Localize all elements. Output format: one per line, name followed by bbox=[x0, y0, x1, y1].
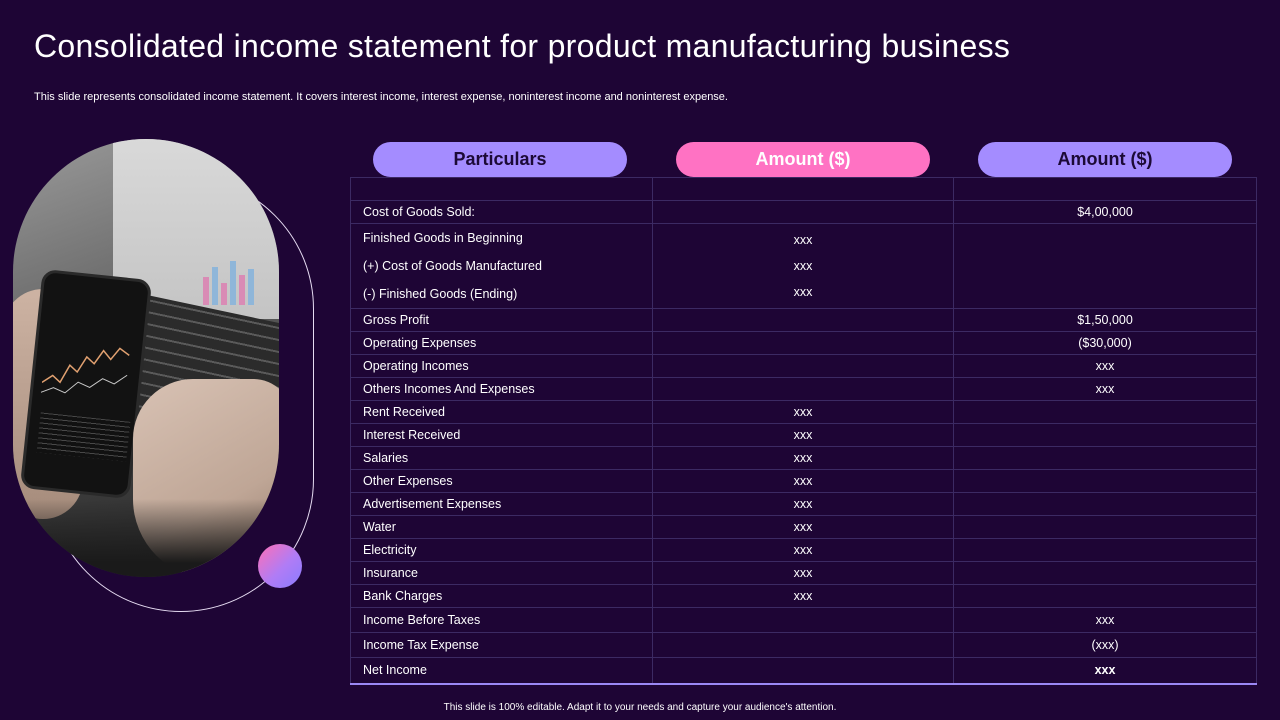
table-cell-label: (+) Cost of Goods Manufactured bbox=[363, 259, 542, 273]
photo-phone-stock-chart bbox=[13, 139, 279, 577]
table-cell-amount1-group: xxx xxx xxx bbox=[652, 223, 954, 309]
table-cell-amount1: xxx bbox=[652, 584, 954, 608]
table-cell-label: Finished Goods in Beginning bbox=[363, 231, 523, 245]
table-cell-amount2: $4,00,000 bbox=[953, 200, 1257, 224]
phone-news-text bbox=[36, 412, 131, 462]
table-cell-amount2-group bbox=[953, 223, 1257, 309]
table-row: Rent Received xxx bbox=[350, 400, 1257, 424]
table-cell-label: Bank Charges bbox=[350, 584, 653, 608]
table-row: Operating Incomes xxx bbox=[350, 354, 1257, 378]
table-cell-amount2: (xxx) bbox=[953, 632, 1257, 658]
table-cell-amount1 bbox=[652, 354, 954, 378]
table-cell-amount2 bbox=[953, 423, 1257, 447]
income-statement-table: Cost of Goods Sold: $4,00,000 Finished G… bbox=[350, 177, 1257, 685]
table-cell-amount2: xxx bbox=[953, 607, 1257, 633]
laptop-screen-chart-icon bbox=[203, 261, 254, 305]
table-cell-label: Rent Received bbox=[350, 400, 653, 424]
table-cell-amount2: xxx bbox=[953, 377, 1257, 401]
table-cell-amount2: xxx bbox=[953, 354, 1257, 378]
table-cell-amount1: xxx bbox=[652, 446, 954, 470]
slide-footer: This slide is 100% editable. Adapt it to… bbox=[443, 702, 837, 713]
table-cell-amount2 bbox=[953, 515, 1257, 539]
table-cell-amount1 bbox=[652, 200, 954, 224]
table-row: Water xxx bbox=[350, 515, 1257, 539]
table-cell-amount1: xxx bbox=[652, 492, 954, 516]
table-cell-amount1 bbox=[652, 308, 954, 332]
table-cell-amount1 bbox=[652, 377, 954, 401]
table-cell-label: Insurance bbox=[350, 561, 653, 585]
table-row: Income Tax Expense (xxx) bbox=[350, 632, 1257, 658]
smartphone bbox=[19, 268, 153, 500]
slide-title: Consolidated income statement for produc… bbox=[34, 28, 1011, 64]
table-cell-label: Interest Received bbox=[350, 423, 653, 447]
table-cell-amount1: xxx bbox=[652, 561, 954, 585]
table-cell-amount1: xxx bbox=[652, 515, 954, 539]
header-amount-1: Amount ($) bbox=[676, 142, 930, 177]
table-cell-amount2 bbox=[953, 469, 1257, 493]
table-cell-label: Operating Expenses bbox=[350, 331, 653, 355]
table-cell-label: Net Income bbox=[350, 657, 653, 685]
table-row: Operating Expenses ($30,000) bbox=[350, 331, 1257, 355]
table-cell-amount1: xxx bbox=[652, 423, 954, 447]
table-cell-label: Water bbox=[350, 515, 653, 539]
photo-shadow bbox=[13, 499, 279, 577]
table-cell-label: Gross Profit bbox=[350, 308, 653, 332]
table-cell-amount1: xxx bbox=[652, 400, 954, 424]
table-cell-amount2 bbox=[953, 561, 1257, 585]
table-cell-label-group: Finished Goods in Beginning (+) Cost of … bbox=[350, 223, 653, 309]
table-cell-amount2 bbox=[953, 400, 1257, 424]
table-cell-amount2 bbox=[953, 584, 1257, 608]
table-cell-label: Advertisement Expenses bbox=[350, 492, 653, 516]
table-row: Advertisement Expenses xxx bbox=[350, 492, 1257, 516]
table-cell-amount1 bbox=[652, 177, 954, 201]
table-cell-amount2 bbox=[953, 177, 1257, 201]
table-cell-label bbox=[350, 177, 653, 201]
table-cell-amount1: xxx bbox=[793, 259, 813, 273]
slide-subtitle: This slide represents consolidated incom… bbox=[34, 91, 728, 103]
table-row: Income Before Taxes xxx bbox=[350, 607, 1257, 633]
header-amount-2: Amount ($) bbox=[978, 142, 1232, 177]
table-cell-amount1: xxx bbox=[652, 469, 954, 493]
table-row bbox=[350, 177, 1257, 201]
table-row: Gross Profit $1,50,000 bbox=[350, 308, 1257, 332]
table-cell-amount2 bbox=[953, 446, 1257, 470]
table-row-grouped: Finished Goods in Beginning (+) Cost of … bbox=[350, 223, 1257, 309]
table-cell-amount2 bbox=[953, 492, 1257, 516]
table-cell-amount1: xxx bbox=[793, 233, 813, 247]
table-cell-amount1 bbox=[652, 607, 954, 633]
table-cell-label: Cost of Goods Sold: bbox=[350, 200, 653, 224]
table-row: Other Expenses xxx bbox=[350, 469, 1257, 493]
table-cell-amount1 bbox=[652, 632, 954, 658]
table-cell-amount1 bbox=[652, 657, 954, 685]
gradient-circle-decoration bbox=[258, 544, 302, 588]
table-cell-amount2 bbox=[953, 538, 1257, 562]
table-cell-amount1: xxx bbox=[793, 285, 813, 299]
table-row: Electricity xxx bbox=[350, 538, 1257, 562]
table-cell-amount2: ($30,000) bbox=[953, 331, 1257, 355]
table-cell-amount2: $1,50,000 bbox=[953, 308, 1257, 332]
table-cell-label: (-) Finished Goods (Ending) bbox=[363, 287, 518, 301]
table-cell-label: Electricity bbox=[350, 538, 653, 562]
table-cell-label: Other Expenses bbox=[350, 469, 653, 493]
stock-chart-icon bbox=[40, 347, 130, 394]
table-cell-label: Operating Incomes bbox=[350, 354, 653, 378]
table-row: Cost of Goods Sold: $4,00,000 bbox=[350, 200, 1257, 224]
table-row: Interest Received xxx bbox=[350, 423, 1257, 447]
table-row: Others Incomes And Expenses xxx bbox=[350, 377, 1257, 401]
table-cell-label: Others Incomes And Expenses bbox=[350, 377, 653, 401]
table-cell-label: Salaries bbox=[350, 446, 653, 470]
table-row: Insurance xxx bbox=[350, 561, 1257, 585]
table-cell-amount1 bbox=[652, 331, 954, 355]
header-particulars: Particulars bbox=[373, 142, 627, 177]
table-cell-label: Income Tax Expense bbox=[350, 632, 653, 658]
table-cell-amount2: xxx bbox=[953, 657, 1257, 685]
table-cell-amount1: xxx bbox=[652, 538, 954, 562]
table-cell-label: Income Before Taxes bbox=[350, 607, 653, 633]
table-row-net-income: Net Income xxx bbox=[350, 657, 1257, 685]
table-row: Bank Charges xxx bbox=[350, 584, 1257, 608]
table-row: Salaries xxx bbox=[350, 446, 1257, 470]
